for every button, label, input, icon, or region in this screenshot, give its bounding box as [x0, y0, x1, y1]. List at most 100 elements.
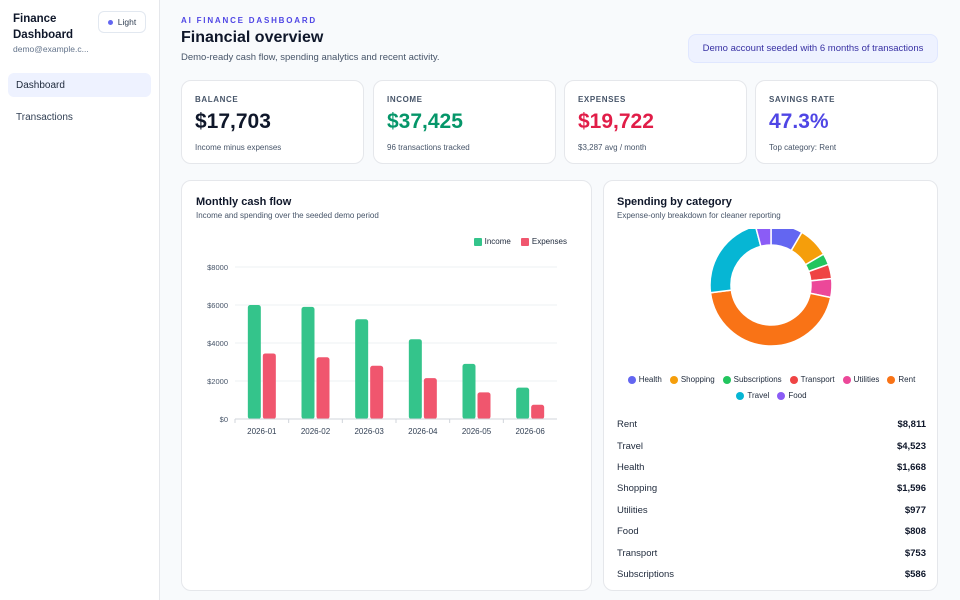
bar-expenses	[477, 392, 491, 419]
kpi-label: EXPENSES	[578, 95, 626, 104]
y-tick-label: $6000	[207, 301, 228, 310]
theme-dot-icon	[107, 19, 113, 25]
kpi-note: $3,287 avg / month	[578, 143, 647, 152]
legend-item-utilities[interactable]: Utilities	[842, 375, 880, 384]
category-amount: $8,811	[897, 419, 926, 431]
kpi-card-balance: BALANCE $17,703 Income minus expenses	[181, 80, 364, 164]
legend-item-shopping[interactable]: Shopping	[669, 375, 715, 384]
legend-item-subscriptions[interactable]: Subscriptions	[722, 375, 782, 384]
category-amount: $1,668	[896, 461, 926, 473]
category-row: Health $1,668	[617, 457, 926, 478]
category-name: Shopping	[617, 483, 658, 495]
category-name: Rent	[617, 419, 638, 431]
category-amount: $753	[904, 547, 926, 559]
category-amount: $4,523	[896, 440, 926, 452]
brand-title: Finance Dashboard	[13, 13, 74, 41]
x-tick-label: 2026-03	[354, 427, 384, 436]
spending-subtitle: Expense-only breakdown for cleaner repor…	[617, 211, 781, 220]
cashflow-title: Monthly cash flow	[196, 196, 292, 208]
category-name: Health	[617, 461, 645, 473]
travel-dot-icon	[736, 391, 745, 400]
legend-label: Subscriptions	[733, 375, 782, 384]
category-amount: $977	[904, 504, 926, 516]
sidebar: Finance Dashboard demo@example.c... Ligh…	[0, 0, 160, 600]
bar-expenses	[316, 357, 330, 419]
category-row: Transport $753	[617, 542, 926, 563]
kpi-note: Top category: Rent	[769, 143, 837, 152]
sidebar-item-dashboard[interactable]: Dashboard	[8, 73, 151, 97]
slice-travel	[709, 229, 762, 294]
brand: Finance Dashboard demo@example.c...	[13, 11, 95, 54]
category-legend-row-2: Travel Food	[604, 391, 939, 400]
y-tick-label: $0	[220, 415, 228, 424]
legend-label: Transport	[800, 375, 835, 384]
expenses-swatch-icon	[520, 237, 529, 246]
kpi-value: 47.3%	[769, 110, 829, 133]
kpi-card-income: INCOME $37,425 96 transactions tracked	[373, 80, 556, 164]
x-tick-label: 2026-01	[247, 427, 277, 436]
category-row: Shopping $1,596	[617, 478, 926, 499]
x-tick-label: 2026-05	[462, 427, 492, 436]
transport-dot-icon	[789, 375, 798, 384]
bar-income	[355, 319, 369, 419]
legend-item-travel[interactable]: Travel	[736, 391, 769, 400]
legend-label: Expenses	[531, 237, 567, 246]
sidebar-item-label: Dashboard	[16, 79, 65, 91]
spending-donut-chart	[709, 229, 833, 347]
kpi-label: SAVINGS RATE	[769, 95, 836, 104]
legend-item-transport[interactable]: Transport	[789, 375, 835, 384]
category-row: Utilities $977	[617, 500, 926, 521]
bar-income	[516, 387, 530, 419]
legend-label: Utilities	[853, 375, 880, 384]
user-email: demo@example.c...	[13, 44, 89, 54]
income-swatch-icon	[473, 237, 482, 246]
theme-toggle-label: Light	[117, 17, 137, 27]
subscriptions-dot-icon	[722, 375, 731, 384]
bar-expenses	[531, 404, 545, 419]
shopping-dot-icon	[669, 375, 678, 384]
legend-item-expenses[interactable]: Expenses	[520, 237, 567, 246]
slice-rent	[709, 289, 832, 347]
theme-toggle-button[interactable]: Light	[98, 11, 146, 33]
category-row: Food $808	[617, 521, 926, 542]
y-tick-label: $4000	[207, 339, 228, 348]
sidebar-item-transactions[interactable]: Transactions	[8, 105, 151, 129]
kpi-note: Income minus expenses	[195, 143, 282, 152]
category-amount: $1,596	[896, 483, 926, 495]
sidebar-item-label: Transactions	[16, 111, 73, 123]
legend-label: Shopping	[680, 375, 715, 384]
category-name: Utilities	[617, 504, 648, 516]
kpi-label: INCOME	[387, 95, 423, 104]
legend-item-health[interactable]: Health	[627, 375, 662, 384]
spending-title: Spending by category	[617, 196, 732, 208]
legend-label: Health	[638, 375, 662, 384]
rent-dot-icon	[887, 375, 896, 384]
legend-item-income[interactable]: Income	[473, 237, 511, 246]
cashflow-card: Monthly cash flow Income and spending ov…	[181, 180, 592, 591]
legend-item-rent[interactable]: Rent	[887, 375, 915, 384]
y-tick-label: $8000	[207, 263, 228, 272]
kpi-card-expenses: EXPENSES $19,722 $3,287 avg / month	[564, 80, 747, 164]
cashflow-legend: Income Expenses	[473, 237, 567, 246]
food-dot-icon	[777, 391, 786, 400]
bar-income	[462, 363, 476, 419]
legend-label: Travel	[747, 391, 770, 400]
kpi-value: $37,425	[387, 110, 463, 133]
category-name: Subscriptions	[617, 568, 675, 580]
kpi-label: BALANCE	[195, 95, 239, 104]
bar-expenses	[423, 378, 437, 419]
kpi-value: $19,722	[578, 110, 654, 133]
category-legend-row-1: Health Shopping Subscriptions Transport …	[604, 375, 939, 384]
category-name: Transport	[617, 547, 658, 559]
category-list: Rent $8,811 Travel $4,523 Health $1,668 Sho…	[617, 414, 926, 585]
x-tick-label: 2026-04	[408, 427, 438, 436]
category-name: Food	[617, 526, 639, 538]
category-name: Travel	[617, 440, 644, 452]
page-eyebrow: AI FINANCE DASHBOARD	[181, 16, 317, 25]
legend-item-food[interactable]: Food	[777, 391, 807, 400]
spending-card: Spending by category Expense-only breakd…	[603, 180, 938, 591]
category-row: Travel $4,523	[617, 435, 926, 456]
kpi-note: 96 transactions tracked	[387, 143, 470, 152]
cashflow-bar-chart: $0 $2000 $4000 $6000 $8000 2026-01 2026-02 2026…	[207, 263, 557, 436]
bar-income	[247, 305, 261, 419]
